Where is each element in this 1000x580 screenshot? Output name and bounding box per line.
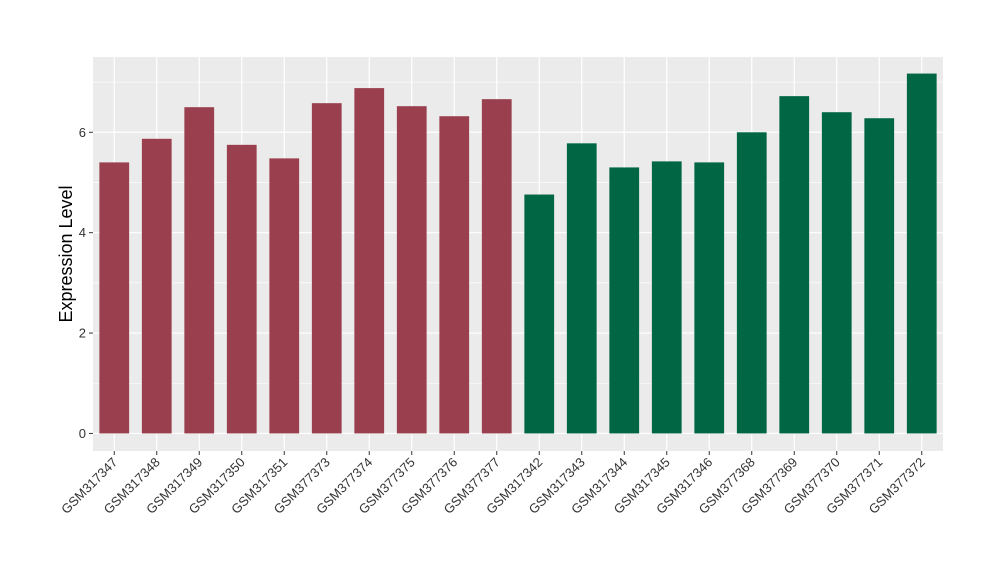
bar-GSM317343 <box>566 143 597 434</box>
bar-GSM377375 <box>396 106 427 434</box>
bar-GSM317344 <box>609 167 640 434</box>
y-tick-label: 2 <box>79 326 86 341</box>
bar-GSM317348 <box>141 138 172 434</box>
bar-GSM377371 <box>864 118 895 434</box>
bar-GSM377372 <box>906 73 937 434</box>
bar-GSM377374 <box>354 88 385 434</box>
y-tick-label: 6 <box>79 125 86 140</box>
bar-GSM377377 <box>481 99 512 434</box>
bar-GSM377369 <box>779 96 810 434</box>
y-tick-label: 0 <box>79 426 86 441</box>
y-axis-title: Expression Level <box>56 185 76 322</box>
bar-GSM377368 <box>736 132 767 434</box>
bar-GSM317351 <box>269 158 300 434</box>
bar-GSM317350 <box>226 144 257 434</box>
bar-GSM377373 <box>311 103 342 434</box>
bar-GSM317342 <box>524 194 555 434</box>
bar-GSM377370 <box>821 112 852 434</box>
bar-GSM317346 <box>694 162 725 434</box>
bar-layer <box>99 73 937 434</box>
bar-GSM317347 <box>99 162 130 434</box>
plot-panel <box>93 57 943 451</box>
bar-GSM377376 <box>439 116 470 434</box>
y-tick-label: 4 <box>79 225 86 240</box>
bar-GSM317349 <box>184 107 215 434</box>
bar-GSM317345 <box>651 161 682 434</box>
